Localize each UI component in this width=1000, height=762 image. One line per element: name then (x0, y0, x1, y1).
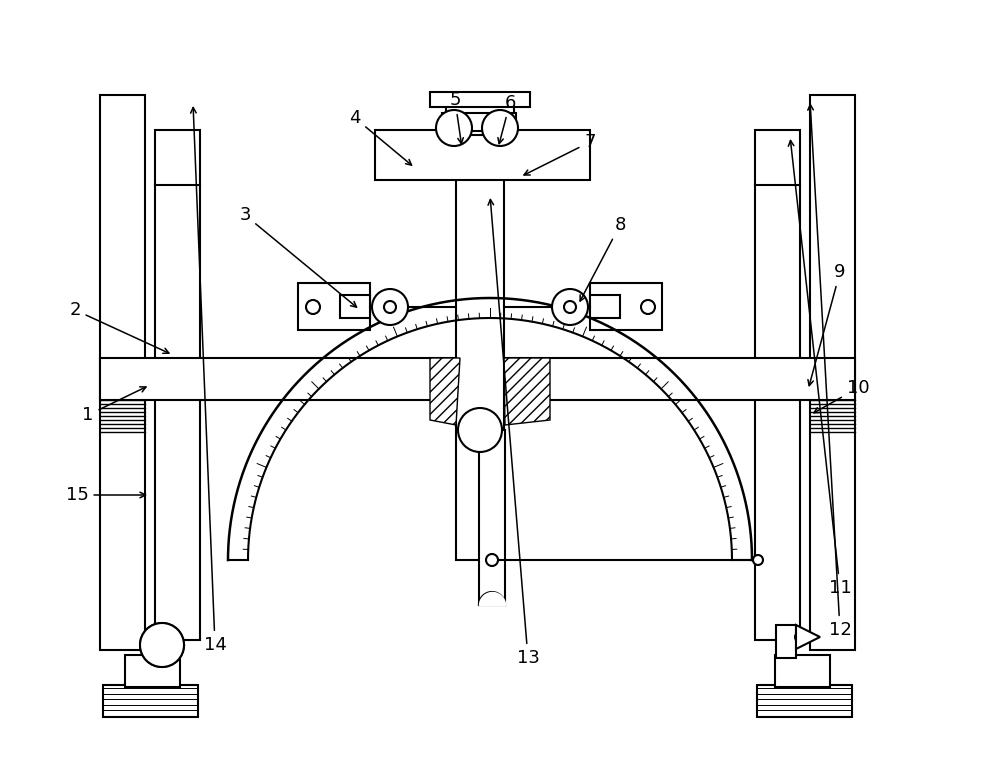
Circle shape (753, 555, 763, 565)
Bar (590, 295, 620, 318)
Bar (103, 685, 198, 717)
Text: 5: 5 (449, 91, 463, 143)
Bar (810, 95, 855, 650)
Text: 4: 4 (349, 109, 412, 165)
Text: 2: 2 (69, 301, 169, 354)
Bar (100, 95, 145, 650)
Circle shape (306, 300, 320, 314)
Bar (125, 655, 180, 687)
Polygon shape (504, 358, 550, 425)
Circle shape (482, 110, 518, 146)
Circle shape (552, 289, 588, 325)
Bar (100, 358, 855, 400)
Bar (155, 130, 200, 640)
Bar (775, 655, 830, 687)
Bar (776, 625, 796, 658)
Text: 9: 9 (808, 263, 846, 386)
Bar (298, 283, 370, 330)
Circle shape (641, 300, 655, 314)
Bar (430, 92, 530, 107)
Polygon shape (430, 358, 460, 425)
Bar (442, 113, 516, 131)
Text: 3: 3 (239, 206, 357, 307)
Text: 10: 10 (814, 379, 869, 413)
Bar (375, 130, 590, 180)
Text: 14: 14 (191, 107, 226, 654)
Circle shape (372, 289, 408, 325)
Bar (446, 100, 514, 135)
Circle shape (458, 408, 502, 452)
Text: 13: 13 (488, 200, 539, 667)
Bar (340, 295, 370, 318)
Circle shape (564, 301, 576, 313)
Bar (590, 283, 662, 330)
Circle shape (140, 623, 184, 667)
Text: 12: 12 (808, 104, 851, 639)
Bar (757, 685, 852, 717)
Text: 1: 1 (82, 387, 146, 424)
Circle shape (486, 554, 498, 566)
Circle shape (140, 623, 184, 667)
Bar (456, 130, 504, 560)
Text: 6: 6 (498, 94, 516, 144)
Text: 8: 8 (580, 216, 626, 301)
Circle shape (795, 632, 805, 642)
Bar (755, 130, 800, 640)
Text: 11: 11 (788, 140, 851, 597)
Text: 7: 7 (524, 133, 596, 175)
Circle shape (384, 301, 396, 313)
Bar (479, 430, 505, 605)
Polygon shape (796, 625, 820, 649)
Circle shape (436, 110, 472, 146)
Text: 15: 15 (66, 486, 146, 504)
